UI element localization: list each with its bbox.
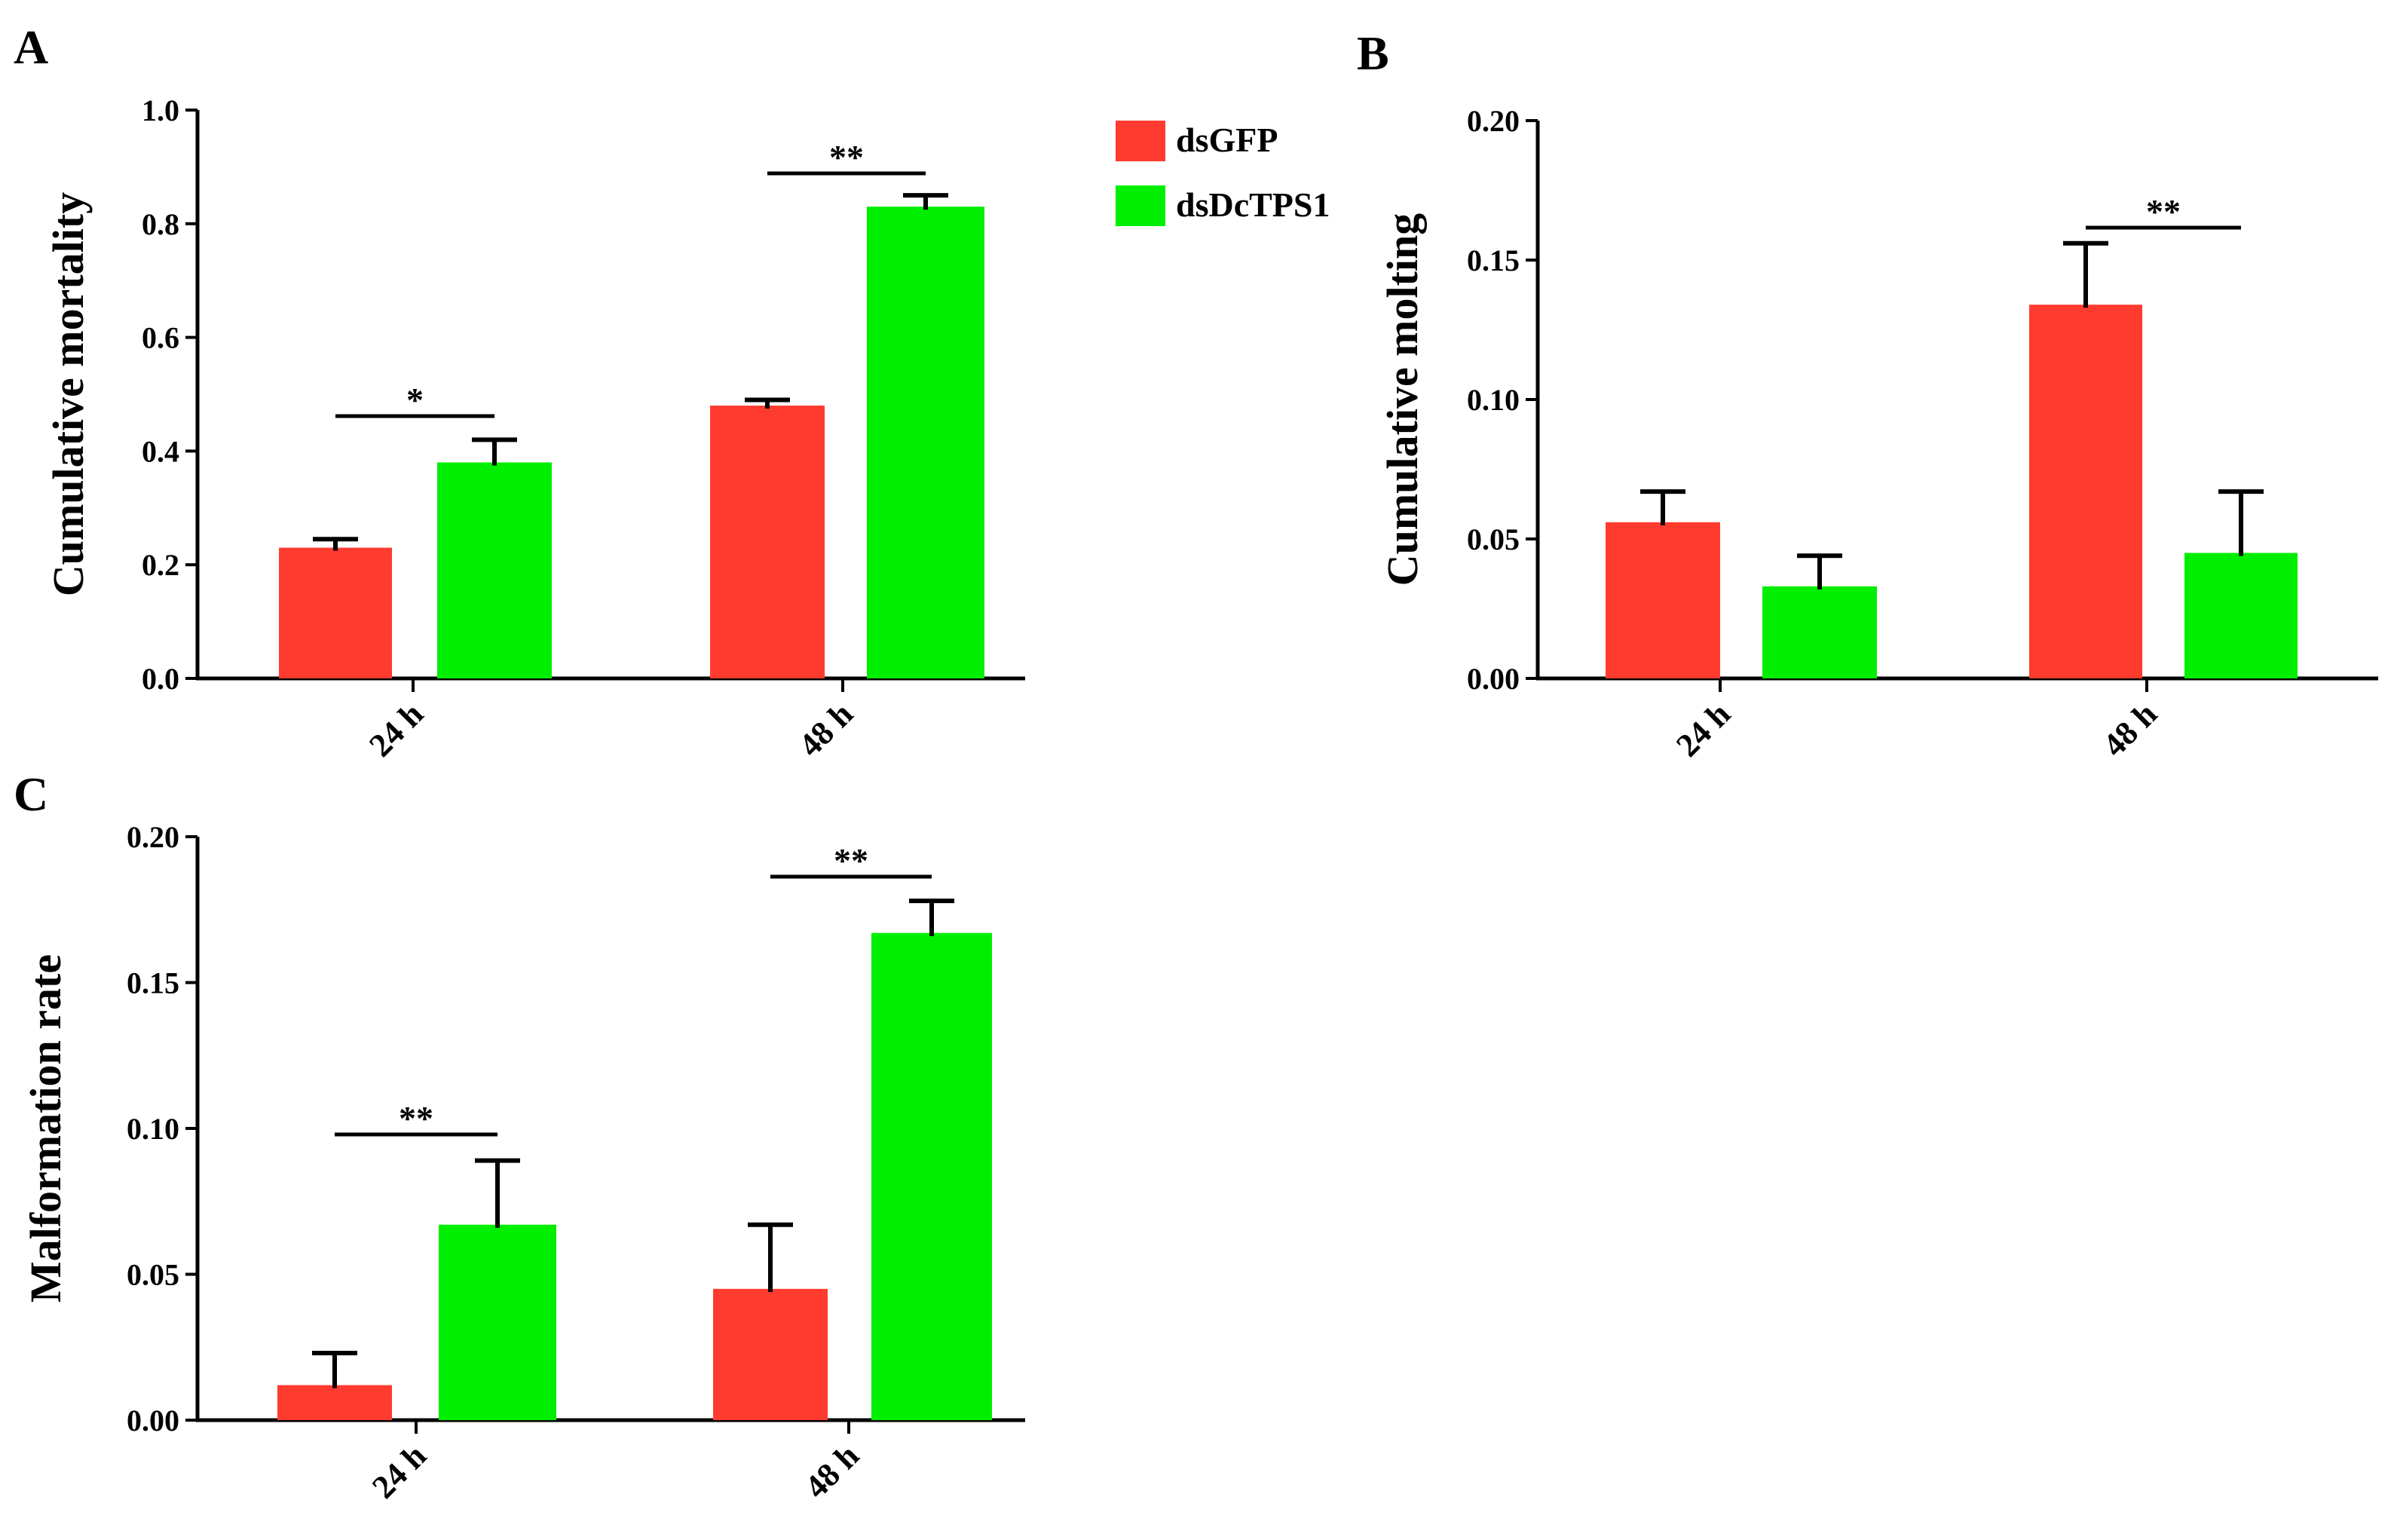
legend-swatch-dsdctps1 <box>1116 185 1165 226</box>
y-tick-label-b: 0.05 <box>1467 522 1520 556</box>
panel-letter-c: C <box>14 767 48 821</box>
y-tick-label-a: 0.6 <box>142 321 179 355</box>
x-tick-label-b: 48 h <box>2096 695 2164 764</box>
significance-label-b: ** <box>2146 192 2181 231</box>
y-axis-label-c: Malformation rate <box>21 954 70 1303</box>
significance-label-a: ** <box>829 138 864 176</box>
y-tick-label-a: 0.2 <box>142 548 179 582</box>
bar-a-24h-dsdctps1 <box>437 462 552 678</box>
legend-swatch-dsgfp <box>1116 121 1165 161</box>
x-tick-label-a: 24 h <box>362 695 430 764</box>
bar-a-48h-dsdctps1 <box>867 207 984 678</box>
y-tick-label-b: 0.20 <box>1467 104 1520 138</box>
y-tick-label-a: 0.8 <box>142 207 179 241</box>
chart-panel-b: B 0.00 0.05 0.10 0.15 0.20 Cumulative molting 2… <box>1357 26 2378 764</box>
bar-b-48h-dsgfp <box>2029 305 2142 678</box>
y-tick-label-a: 1.0 <box>142 93 179 127</box>
bar-a-24h-dsgfp <box>279 547 392 678</box>
y-tick-label-a: 0.0 <box>142 662 179 696</box>
x-tick-label-c: 48 h <box>798 1437 866 1505</box>
y-tick-label-c: 0.20 <box>127 820 179 854</box>
bar-a-48h-dsgfp <box>710 406 825 678</box>
y-tick-label-c: 0.10 <box>127 1112 179 1146</box>
y-axis-label-a: Cumulative mortality <box>44 192 93 596</box>
y-axis-label-b: Cumulative molting <box>1378 213 1427 586</box>
chart-panel-c: C 0.00 0.05 0.10 0.15 0.20 Malformation rate 24… <box>14 767 1025 1505</box>
bar-c-48h-dsdctps1 <box>871 932 992 1420</box>
x-tick-label-b: 24 h <box>1669 695 1737 764</box>
significance-label-c: ** <box>399 1099 433 1137</box>
significance-label-c: ** <box>834 841 868 880</box>
legend-label-dsdctps1: dsDcTPS1 <box>1176 185 1330 224</box>
panel-letter-b: B <box>1357 26 1389 80</box>
y-tick-label-c: 0.00 <box>127 1404 179 1437</box>
bar-c-48h-dsgfp <box>713 1288 828 1420</box>
legend-label-dsgfp: dsGFP <box>1176 121 1278 159</box>
bar-b-48h-dsdctps1 <box>2184 553 2298 678</box>
y-tick-label-b: 0.00 <box>1467 662 1520 696</box>
x-tick-label-c: 24 h <box>365 1437 433 1505</box>
y-tick-label-a: 0.4 <box>142 434 179 468</box>
legend: dsGFP dsDcTPS1 <box>1116 121 1330 226</box>
x-tick-label-a: 48 h <box>791 695 860 764</box>
y-tick-label-b: 0.10 <box>1467 383 1520 417</box>
y-tick-label-c: 0.15 <box>127 966 179 1000</box>
y-tick-label-b: 0.15 <box>1467 243 1520 277</box>
bar-b-24h-dsgfp <box>1606 522 1720 678</box>
bar-b-24h-dsdctps1 <box>1762 586 1877 678</box>
bar-c-24h-dsdctps1 <box>439 1224 556 1420</box>
significance-label-a: * <box>406 381 424 419</box>
panel-letter-a: A <box>14 20 48 74</box>
y-tick-label-c: 0.05 <box>127 1258 179 1292</box>
bar-c-24h-dsgfp <box>277 1385 392 1420</box>
chart-panel-a: A 0.0 0.2 0.4 0.6 0.8 1.0 Cumulative mortality 2… <box>14 20 1025 764</box>
